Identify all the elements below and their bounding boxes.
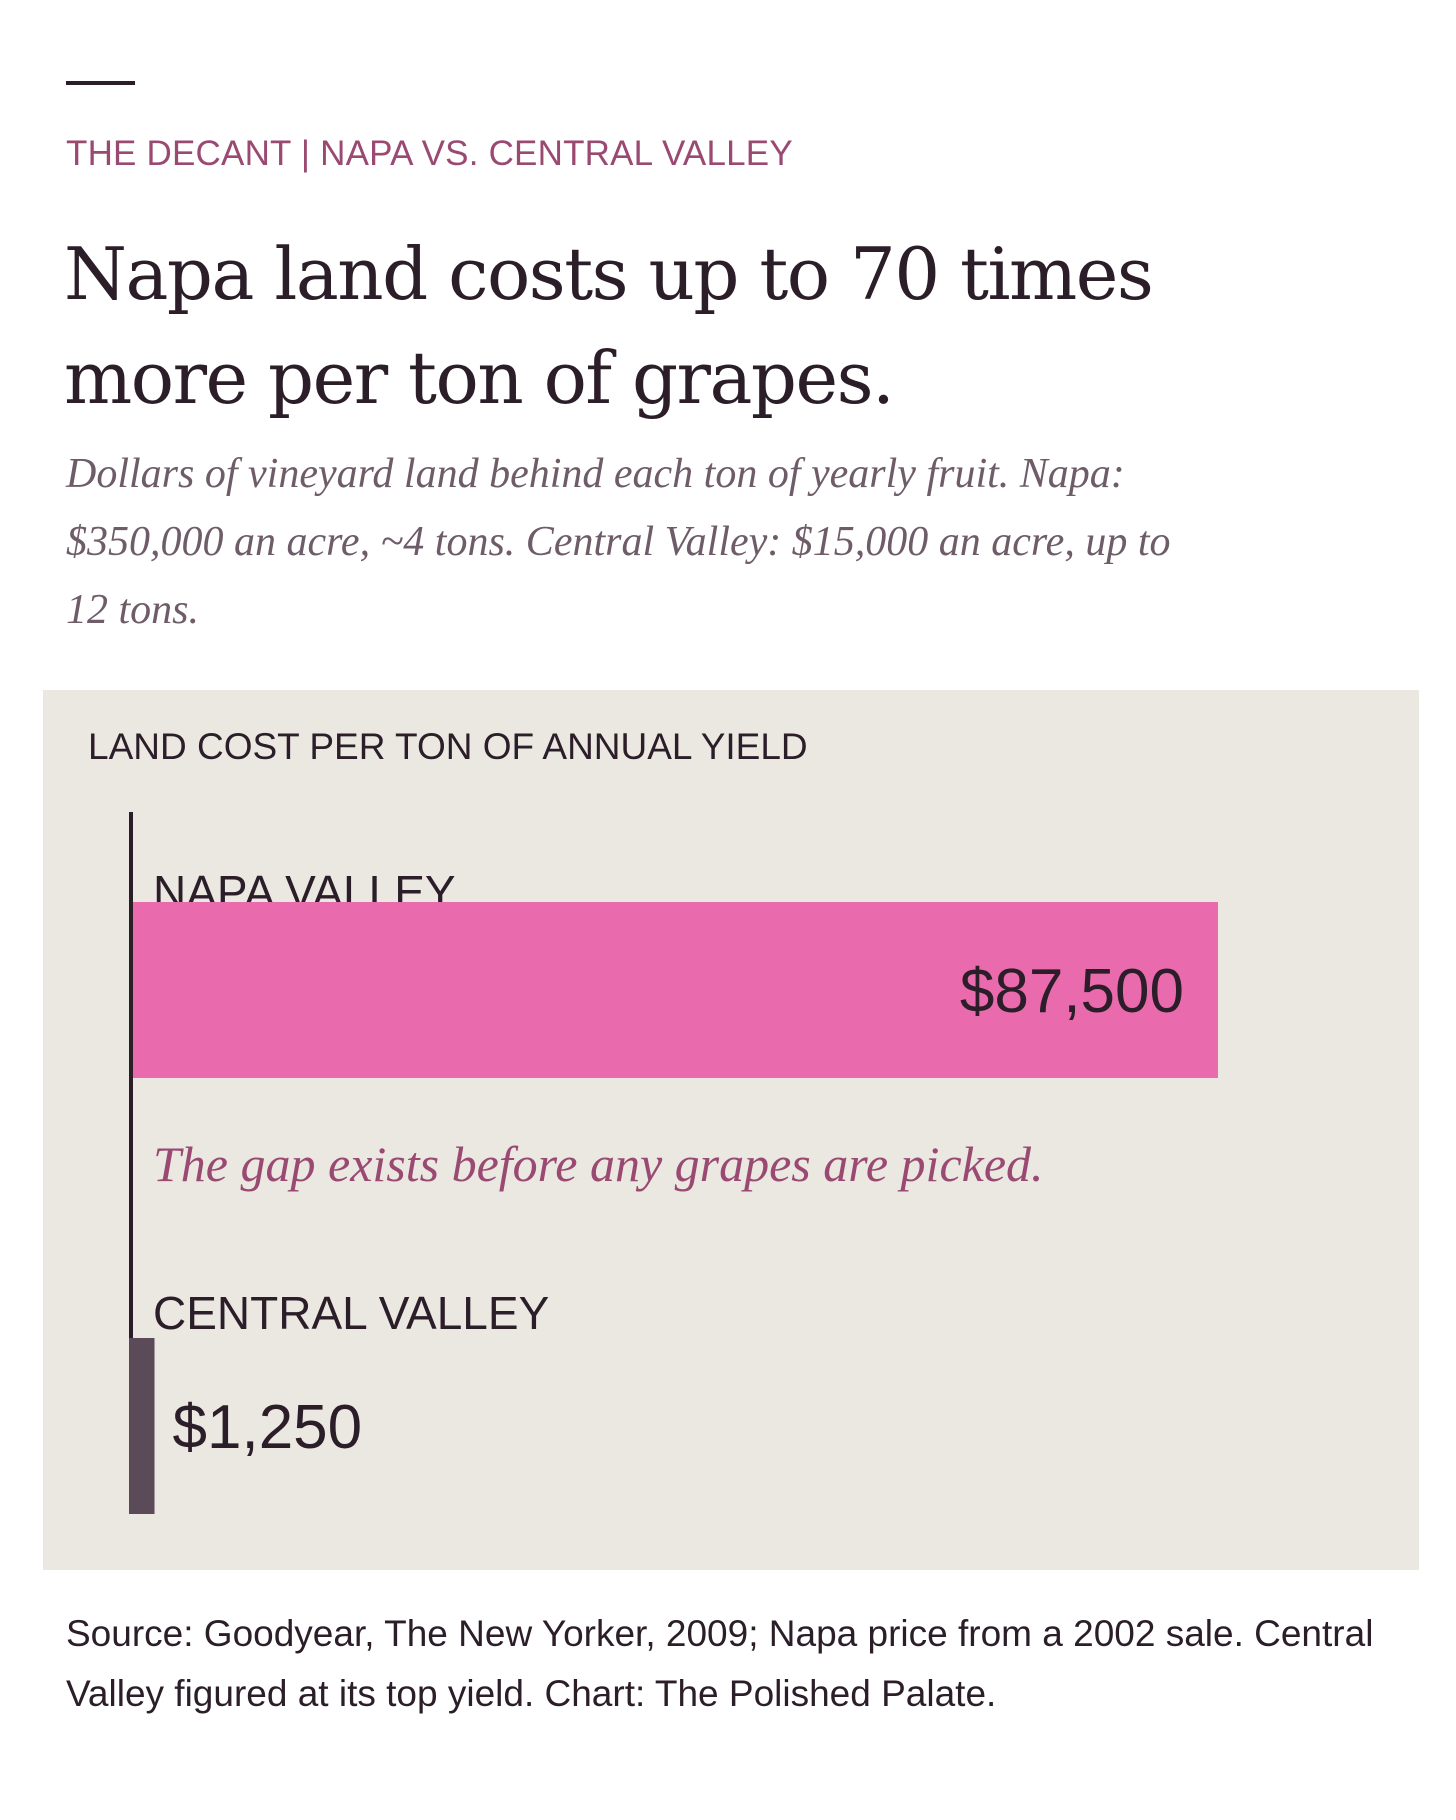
dek: Dollars of vineyard land behind each ton… bbox=[66, 451, 1171, 633]
headline: Napa land costs up to 70 times more per … bbox=[64, 232, 1154, 420]
annotation: The gap exists before any grapes are pic… bbox=[153, 1136, 1044, 1192]
chart-title: LAND COST PER TON OF ANNUAL YIELD bbox=[88, 726, 808, 767]
top-rule bbox=[66, 81, 135, 85]
category-label: CENTRAL VALLEY bbox=[153, 1287, 549, 1339]
bar bbox=[133, 902, 1218, 1078]
value-label: $87,500 bbox=[960, 957, 1184, 1026]
y-axis-line bbox=[129, 812, 133, 1514]
source-note: Source: Goodyear, The New Yorker, 2009; … bbox=[66, 1613, 1374, 1714]
value-label: $1,250 bbox=[173, 1393, 363, 1462]
kicker: THE DECANT | NAPA VS. CENTRAL VALLEY bbox=[66, 134, 793, 173]
bar bbox=[129, 1338, 155, 1514]
chart-panel: LAND COST PER TON OF ANNUAL YIELD NAPA V… bbox=[43, 690, 1419, 1570]
